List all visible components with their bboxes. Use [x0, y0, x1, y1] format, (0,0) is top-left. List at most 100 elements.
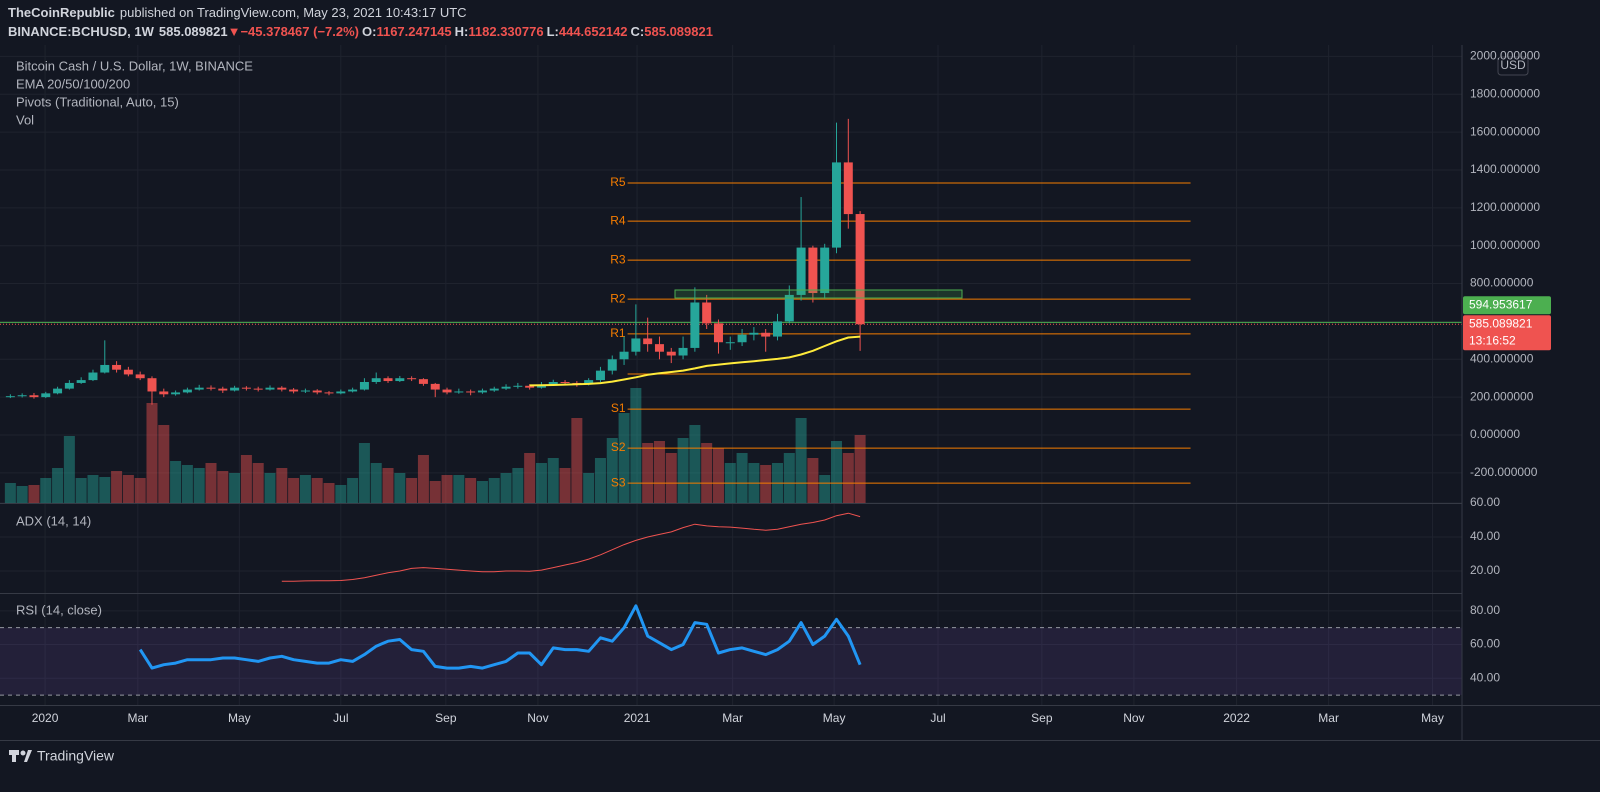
volume-bar	[335, 485, 347, 503]
volume-bar	[111, 471, 123, 503]
candle-body	[395, 378, 405, 382]
volume-bar	[465, 478, 477, 503]
candle-body	[300, 390, 310, 392]
volume-bar	[358, 443, 370, 503]
l-value: 444.652142	[559, 24, 628, 39]
volume-bar	[99, 477, 111, 503]
candle-body	[772, 321, 782, 337]
volume-bar	[181, 465, 193, 503]
volume-bar	[571, 418, 583, 503]
candle-body	[595, 370, 605, 381]
candle-body	[713, 323, 723, 343]
h-label: H:	[455, 24, 469, 39]
volume-bar	[276, 468, 288, 503]
volume-bar	[288, 478, 300, 503]
candle-body	[230, 387, 240, 391]
volume-bar	[87, 475, 99, 503]
y-tick-label: 800.000000	[1470, 276, 1534, 290]
volume-bar	[453, 475, 465, 503]
candle-body	[277, 387, 287, 390]
logo	[9, 750, 32, 762]
candle-body	[702, 302, 712, 324]
rsi-band	[0, 627, 1462, 696]
volume-bar	[476, 481, 488, 503]
candle-body	[135, 374, 145, 379]
volume-bar	[299, 475, 311, 503]
pivot-label: R3	[610, 252, 626, 266]
candle-body	[525, 385, 535, 388]
x-tick-label: Mar	[127, 711, 148, 725]
volume-bar	[170, 461, 182, 503]
y-tick-label: 1800.000000	[1470, 86, 1540, 100]
pivot-label: R4	[610, 213, 626, 227]
volume-bar	[642, 443, 654, 503]
volume-bar	[842, 453, 854, 503]
candle-body	[359, 381, 369, 390]
candle-body	[206, 387, 216, 389]
volume-bar	[394, 473, 406, 503]
volume-bar	[229, 473, 241, 503]
candle-body	[737, 334, 747, 343]
y-tick-label: 0.000000	[1470, 427, 1520, 441]
candle-body	[218, 388, 228, 391]
candle-body	[17, 395, 27, 397]
candle-body	[289, 389, 299, 392]
volume-bar	[252, 463, 264, 503]
c-value: 585.089821	[644, 24, 713, 39]
candle-body	[253, 388, 263, 390]
last-price-box	[1463, 315, 1551, 351]
candle-body	[371, 378, 381, 382]
logo-part	[20, 750, 26, 756]
candle-body	[182, 389, 192, 393]
x-tick-label: May	[228, 711, 251, 725]
change: −45.378467 (−7.2%)	[240, 24, 359, 39]
volume-bar	[606, 438, 618, 503]
countdown: 13:16:52	[1469, 333, 1516, 347]
x-tick-label: Mar	[722, 711, 743, 725]
candle-body	[418, 379, 428, 384]
x-tick-label: Sep	[1031, 711, 1053, 725]
currency: USD	[1500, 58, 1526, 72]
candle-body	[348, 389, 358, 392]
volume-bar	[323, 483, 335, 503]
candle-body	[5, 396, 15, 398]
x-tick-label: 2022	[1223, 711, 1250, 725]
candle-body	[29, 395, 39, 398]
volume-bar	[63, 436, 75, 503]
x-tick-label: 2020	[32, 711, 59, 725]
footer-brand: TradingView	[37, 748, 115, 764]
candle-body	[666, 351, 676, 356]
volume-bar	[559, 468, 571, 503]
ema-line	[529, 335, 861, 387]
volume-bar	[783, 453, 795, 503]
volume-bar	[594, 458, 606, 503]
volume-bar	[75, 478, 87, 503]
volume-bar	[677, 438, 689, 503]
candle-body	[194, 387, 204, 390]
candle-body	[442, 389, 452, 393]
candle-body	[76, 380, 86, 383]
candle-body	[831, 162, 841, 248]
header-line-1: TheCoinRepublic published on TradingView.…	[8, 5, 467, 20]
y-tick-label: 60.00	[1470, 495, 1500, 509]
y-tick-label: 40.00	[1470, 529, 1500, 543]
candle-body	[265, 387, 275, 390]
y-tick-label: 1200.000000	[1470, 200, 1540, 214]
candle-body	[631, 338, 641, 352]
volume-bar	[370, 463, 382, 503]
volume-bar	[205, 463, 217, 503]
candle-body	[312, 390, 322, 393]
symbol: BINANCE:BCHUSD, 1W	[8, 24, 155, 39]
y-tick-label: -200.000000	[1470, 465, 1538, 479]
volume-bar	[760, 465, 772, 503]
y-tick-label: 40.00	[1470, 670, 1500, 684]
pivot-label: S3	[611, 475, 626, 489]
volume-bar	[512, 468, 524, 503]
x-tick-label: Mar	[1318, 711, 1339, 725]
published: published on TradingView.com, May 23, 20…	[120, 5, 467, 20]
volume-bar	[795, 418, 807, 503]
pivot-label: R5	[610, 175, 626, 189]
l-label: L:	[547, 24, 559, 39]
indicator-legend: Vol	[16, 112, 34, 127]
